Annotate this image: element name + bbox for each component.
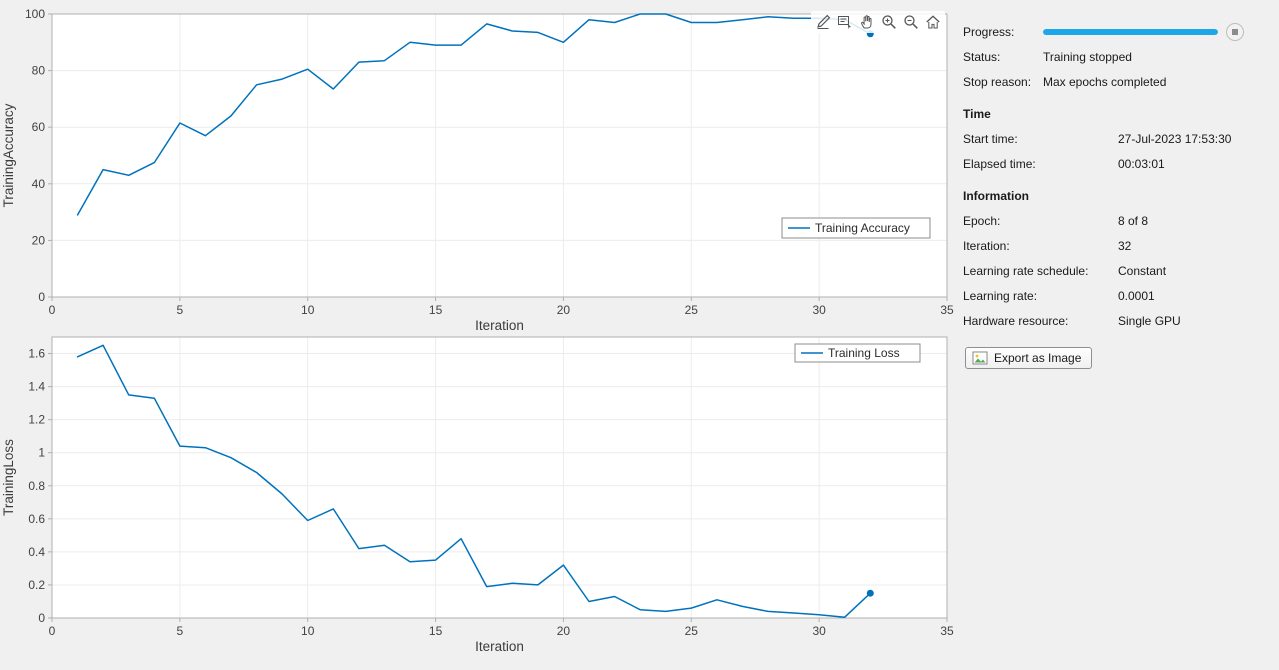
x-tick-label: 5	[177, 624, 184, 638]
legend[interactable]: Training Loss	[794, 343, 921, 363]
x-tick-label: 30	[812, 624, 826, 638]
x-tick-label: 35	[940, 303, 954, 317]
y-tick-label: 60	[32, 120, 46, 134]
final-point-marker	[866, 589, 874, 597]
zoom-out-icon[interactable]	[901, 12, 921, 32]
start-time-label: Start time:	[963, 132, 1018, 146]
legend[interactable]: Training Accuracy	[781, 217, 931, 239]
iteration-label: Iteration:	[963, 239, 1010, 253]
training-loss-chart: 0 5 10 15 20 25 30 35 0 0.2 0.4 0.6 0.8 1 1.2 1.4 1.6 Ite…	[1, 336, 954, 654]
information-section-header: Information	[963, 189, 1029, 203]
x-tick-label: 35	[940, 624, 954, 638]
epoch-label: Epoch:	[963, 214, 1001, 228]
hardware-resource-label: Hardware resource:	[963, 314, 1069, 328]
status-value: Training stopped	[1043, 50, 1132, 64]
x-tick-label: 20	[557, 303, 571, 317]
start-time-value: 27-Jul-2023 17:53:30	[1118, 132, 1232, 146]
learning-rate-row: Learning rate: 0.0001	[963, 285, 1269, 307]
stop-button[interactable]	[1226, 23, 1244, 41]
progress-bar	[1043, 29, 1218, 35]
progress-label: Progress:	[963, 25, 1015, 39]
iteration-value: 32	[1118, 239, 1132, 253]
y-tick-label: 40	[32, 177, 46, 191]
epoch-value: 8 of 8	[1118, 214, 1149, 228]
learning-rate-schedule-row: Learning rate schedule: Constant	[963, 260, 1269, 282]
start-time-row: Start time: 27-Jul-2023 17:53:30	[963, 128, 1269, 150]
learning-rate-schedule-label: Learning rate schedule:	[963, 264, 1089, 278]
y-tick-label: 0.8	[28, 479, 45, 493]
iteration-row: Iteration: 32	[963, 235, 1269, 257]
charts-area: 0 5 10 15 20 25 30 35 0 20 40 60 80 100 Iteration Train…	[1, 7, 954, 654]
x-tick-label: 15	[429, 624, 443, 638]
y-tick-label: 1.2	[28, 413, 45, 427]
x-tick-label: 0	[49, 624, 56, 638]
zoom-in-icon[interactable]	[879, 12, 899, 32]
x-tick-label: 10	[301, 624, 315, 638]
training-accuracy-chart: 0 5 10 15 20 25 30 35 0 20 40 60 80 100 Iteration Train…	[1, 7, 954, 333]
y-tick-label: 0.6	[28, 512, 45, 526]
y-tick-label: 1	[38, 446, 45, 460]
learning-rate-label: Learning rate:	[963, 289, 1038, 303]
series-line	[76, 344, 872, 618]
time-section-header: Time	[963, 107, 991, 121]
y-tick-label: 20	[32, 233, 46, 247]
axes-toolbar	[811, 11, 945, 33]
plot-area	[52, 337, 947, 618]
epoch-row: Epoch: 8 of 8	[963, 210, 1269, 232]
stop-reason-row: Stop reason: Max epochs completed	[963, 71, 1269, 93]
y-tick-label: 0	[38, 611, 45, 625]
y-tick-label: 0.4	[28, 545, 45, 559]
elapsed-time-label: Elapsed time:	[963, 157, 1036, 171]
progress-bar-fill	[1043, 29, 1218, 35]
y-tick-label: 80	[32, 64, 46, 78]
learning-rate-schedule-value: Constant	[1118, 264, 1167, 278]
learning-rate-value: 0.0001	[1118, 289, 1155, 303]
x-tick-label: 10	[301, 303, 315, 317]
status-row: Status: Training stopped	[963, 46, 1269, 68]
status-label: Status:	[963, 50, 1001, 64]
hardware-resource-row: Hardware resource: Single GPU	[963, 310, 1269, 332]
y-tick-label: 0.2	[28, 578, 45, 592]
x-axis-label: Iteration	[475, 318, 524, 333]
pan-icon[interactable]	[857, 12, 877, 32]
stop-icon	[1232, 29, 1238, 35]
y-tick-label: 100	[25, 7, 45, 21]
legend-label: Training Accuracy	[815, 221, 910, 235]
y-tick-label: 1.4	[28, 380, 45, 394]
x-tick-label: 25	[685, 624, 699, 638]
stop-reason-label: Stop reason:	[963, 75, 1032, 89]
side-panel: Progress: Status: Training stopped Stop …	[955, 0, 1279, 670]
x-tick-label: 30	[812, 303, 826, 317]
export-image-label: Export as Image	[994, 351, 1082, 365]
elapsed-time-row: Elapsed time: 00:03:01	[963, 153, 1269, 175]
datatips-icon[interactable]	[835, 12, 855, 32]
x-axis-label: Iteration	[475, 639, 524, 654]
restore-view-icon[interactable]	[923, 12, 943, 32]
elapsed-time-value: 00:03:01	[1118, 157, 1165, 171]
y-axis-label: TrainingLoss	[1, 439, 16, 516]
stop-reason-value: Max epochs completed	[1043, 75, 1167, 89]
y-tick-label: 0	[38, 290, 45, 304]
plot-area	[52, 14, 947, 297]
image-icon	[972, 351, 988, 365]
y-axis-label: TrainingAccuracy	[1, 103, 16, 207]
x-tick-label: 20	[557, 624, 571, 638]
x-tick-label: 25	[685, 303, 699, 317]
series-line	[76, 13, 872, 216]
x-tick-label: 0	[49, 303, 56, 317]
hardware-resource-value: Single GPU	[1118, 314, 1181, 328]
edit-plot-icon[interactable]	[813, 12, 833, 32]
export-image-button[interactable]: Export as Image	[965, 347, 1093, 369]
y-tick-label: 1.6	[28, 347, 45, 361]
legend-label: Training Loss	[828, 346, 900, 360]
x-tick-label: 5	[177, 303, 184, 317]
x-tick-label: 15	[429, 303, 443, 317]
progress-row: Progress:	[963, 21, 1269, 43]
